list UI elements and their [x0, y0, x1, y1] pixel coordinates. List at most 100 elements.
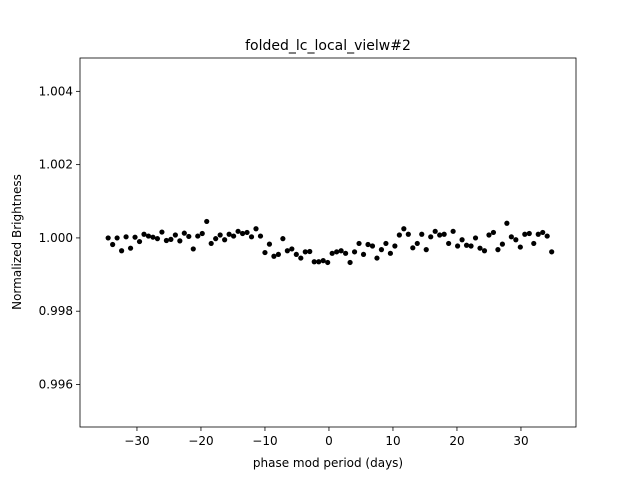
x-tick-label: −30	[124, 434, 149, 448]
data-point	[517, 244, 523, 250]
data-point	[378, 247, 385, 253]
data-point	[401, 226, 407, 232]
data-point	[396, 232, 402, 238]
data-point	[248, 234, 255, 240]
chart-title: folded_lc_local_vielw#2	[245, 38, 411, 54]
x-tick-label: 30	[513, 434, 528, 448]
data-point	[468, 243, 474, 249]
data-point	[446, 240, 452, 247]
data-point	[307, 248, 313, 255]
data-point	[284, 248, 290, 254]
data-point	[334, 249, 340, 255]
data-point	[127, 245, 134, 251]
data-point	[486, 232, 492, 238]
data-point	[280, 236, 286, 242]
data-point	[360, 251, 367, 258]
data-point	[132, 234, 138, 240]
data-point	[490, 229, 497, 236]
data-point	[540, 229, 546, 236]
x-tick-label: −10	[252, 434, 277, 448]
data-point	[289, 246, 295, 252]
data-point	[428, 234, 434, 240]
data-point	[419, 231, 425, 237]
data-point	[374, 255, 380, 261]
data-point	[105, 235, 111, 241]
data-point	[119, 248, 125, 254]
data-point	[369, 243, 376, 249]
data-point	[302, 249, 308, 255]
data-point	[239, 230, 246, 237]
data-point	[531, 240, 537, 247]
data-point	[477, 245, 483, 251]
data-point	[275, 251, 281, 258]
data-point	[526, 230, 532, 237]
data-point	[351, 249, 358, 255]
data-point	[213, 236, 219, 242]
data-point	[383, 240, 389, 247]
data-point	[298, 255, 304, 261]
data-point	[145, 233, 152, 239]
data-point	[463, 242, 470, 248]
data-point	[253, 226, 259, 232]
data-point	[356, 240, 362, 247]
data-point	[293, 251, 299, 258]
data-point	[186, 233, 192, 240]
data-point	[217, 232, 223, 238]
data-point	[154, 236, 161, 242]
data-point	[450, 228, 456, 234]
data-point	[181, 230, 187, 236]
data-point	[159, 229, 165, 235]
data-point	[195, 233, 201, 239]
data-point	[199, 230, 205, 237]
data-point	[387, 250, 393, 256]
data-point	[257, 233, 264, 239]
data-point	[513, 237, 519, 243]
data-point	[423, 247, 429, 253]
data-point	[459, 237, 465, 243]
data-point	[405, 231, 411, 237]
x-tick-label: 0	[325, 434, 333, 448]
data-point	[535, 231, 541, 237]
data-point	[316, 259, 322, 265]
data-point	[432, 228, 438, 234]
y-tick-label: 1.002	[39, 158, 73, 172]
data-point	[226, 231, 232, 237]
data-point	[114, 235, 120, 241]
y-tick-label: 0.998	[39, 304, 73, 318]
data-point	[271, 253, 277, 259]
data-point	[414, 240, 420, 247]
data-point	[544, 233, 550, 239]
data-point	[441, 231, 447, 237]
data-point	[110, 241, 116, 248]
data-point	[235, 228, 241, 234]
data-point	[549, 249, 555, 255]
data-point	[410, 245, 416, 251]
data-point	[504, 220, 510, 226]
y-axis-label: Normalized Brightness	[10, 174, 24, 310]
data-point	[136, 238, 143, 245]
x-tick-label: 10	[385, 434, 400, 448]
data-point	[508, 234, 514, 240]
data-point	[329, 250, 335, 256]
data-point	[347, 259, 353, 266]
data-point	[325, 259, 331, 266]
x-axis-label: phase mod period (days)	[253, 456, 403, 470]
data-point	[437, 232, 443, 238]
data-point	[231, 233, 237, 239]
y-tick-label: 0.996	[39, 377, 73, 391]
data-point	[320, 258, 326, 264]
data-point	[163, 237, 169, 244]
x-tick-label: 20	[449, 434, 464, 448]
data-point	[172, 232, 178, 238]
data-point	[150, 234, 156, 240]
y-tick-label: 1.004	[39, 84, 73, 98]
data-point	[168, 236, 174, 242]
data-point	[338, 248, 344, 254]
data-point	[266, 241, 273, 247]
data-point	[365, 241, 371, 248]
data-point	[177, 238, 183, 244]
data-point	[495, 247, 501, 253]
data-point	[123, 234, 129, 240]
y-tick-label: 1.000	[39, 231, 73, 245]
